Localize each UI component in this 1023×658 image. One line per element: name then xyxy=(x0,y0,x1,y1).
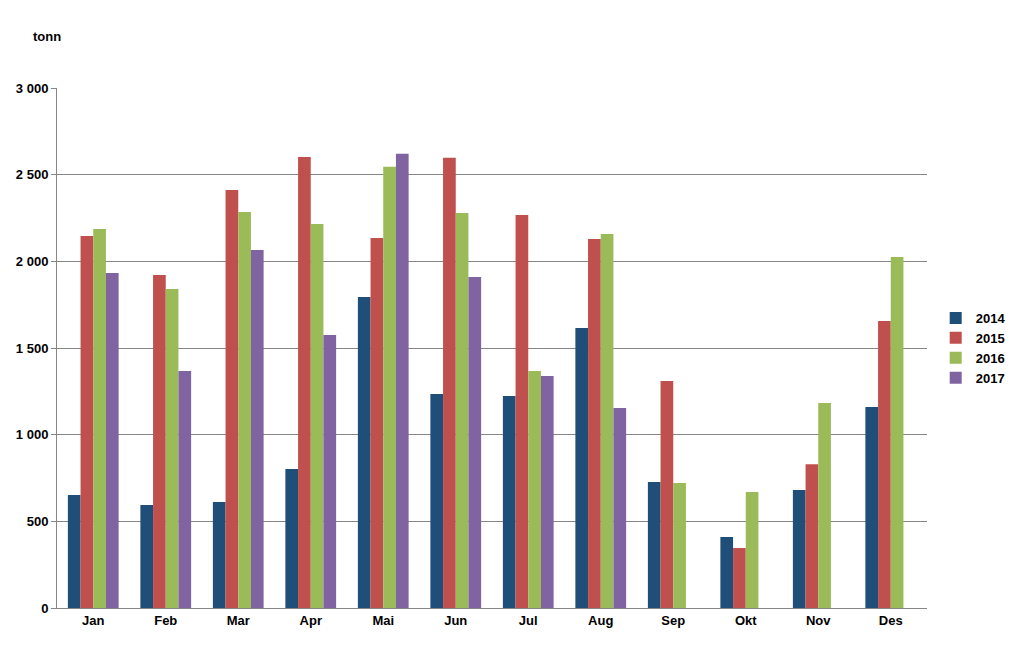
svg-text:Apr: Apr xyxy=(300,613,322,628)
svg-text:Jul: Jul xyxy=(519,613,538,628)
svg-text:Okt: Okt xyxy=(735,613,757,628)
svg-text:2 000: 2 000 xyxy=(16,254,49,269)
svg-text:0: 0 xyxy=(41,601,48,616)
svg-text:1 000: 1 000 xyxy=(16,427,49,442)
svg-text:Jan: Jan xyxy=(82,613,104,628)
svg-text:Jun: Jun xyxy=(444,613,467,628)
svg-text:1 500: 1 500 xyxy=(16,341,49,356)
svg-text:Mar: Mar xyxy=(227,613,250,628)
svg-text:2 500: 2 500 xyxy=(16,167,49,182)
svg-text:500: 500 xyxy=(27,514,49,529)
svg-text:Aug: Aug xyxy=(588,613,613,628)
svg-text:Nov: Nov xyxy=(806,613,831,628)
svg-text:2015: 2015 xyxy=(976,331,1005,346)
svg-text:Des: Des xyxy=(879,613,903,628)
svg-text:2014: 2014 xyxy=(976,311,1006,326)
svg-text:Mai: Mai xyxy=(372,613,394,628)
svg-text:2016: 2016 xyxy=(976,351,1005,366)
svg-text:Sep: Sep xyxy=(661,613,685,628)
svg-text:2017: 2017 xyxy=(976,371,1005,386)
svg-text:tonn: tonn xyxy=(33,29,61,44)
svg-text:Feb: Feb xyxy=(154,613,177,628)
svg-text:3 000: 3 000 xyxy=(16,81,49,96)
